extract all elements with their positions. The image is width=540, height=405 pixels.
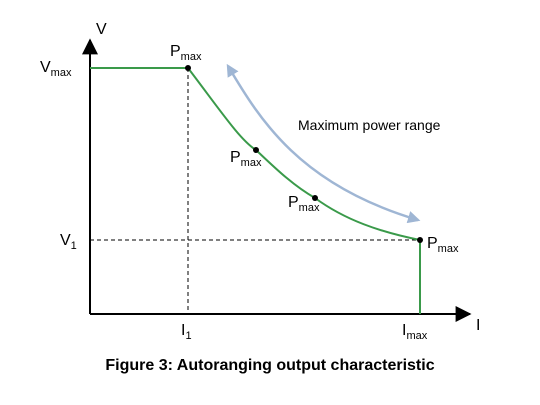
v1-label: V1	[60, 232, 77, 252]
v-max-label: Vmax	[40, 59, 72, 79]
pmax-label-2: Pmax	[230, 149, 262, 169]
pmax-label-1: Pmax	[170, 43, 202, 63]
pmax-point-1	[185, 65, 191, 71]
figure-caption: Figure 3: Autoranging output characteris…	[105, 357, 434, 374]
output-characteristic-curve	[90, 67, 421, 314]
pmax-point-3	[312, 195, 318, 201]
max-power-range-label: Maximum power range	[298, 117, 441, 133]
y-axis-label: V	[96, 21, 107, 38]
pmax-point-4	[417, 237, 423, 243]
pmax-point-2	[253, 147, 259, 153]
i1-label: I1	[181, 322, 192, 342]
x-axis-label: I	[476, 317, 480, 334]
pmax-label-4: Pmax	[427, 235, 459, 255]
pmax-label-3: Pmax	[288, 194, 320, 214]
i-max-label: Imax	[402, 322, 428, 342]
power-range-arrow	[226, 63, 421, 224]
